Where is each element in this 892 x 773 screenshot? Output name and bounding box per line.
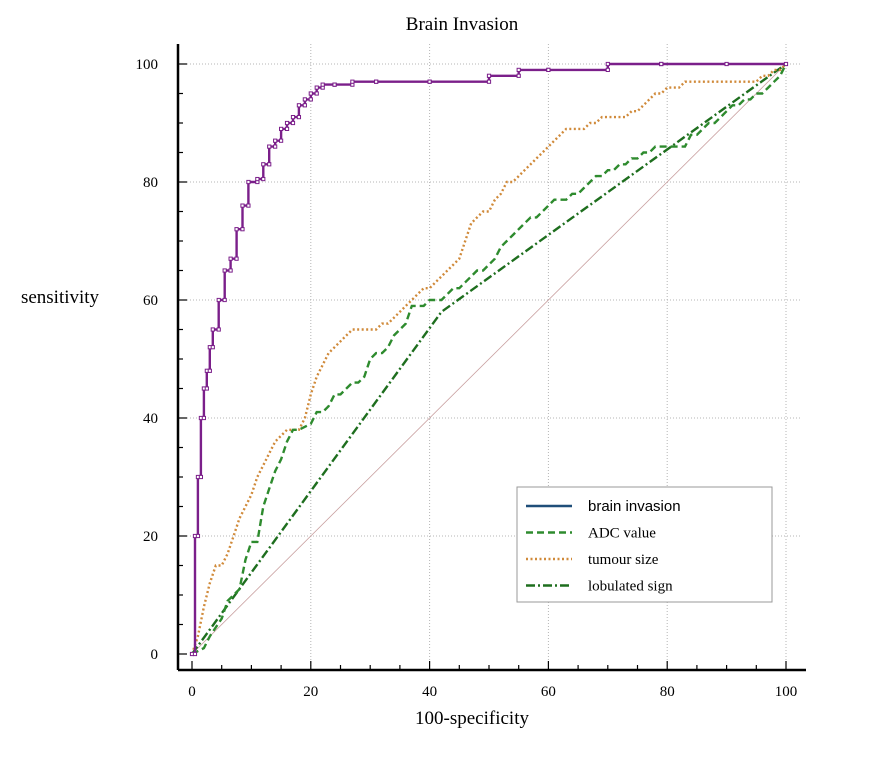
series-point-brain-invasion — [195, 533, 201, 539]
series-point-brain-invasion — [261, 176, 266, 182]
series-point-brain-invasion — [267, 144, 272, 149]
series-point-brain-invasion — [210, 327, 215, 332]
series-point-brain-invasion — [296, 115, 302, 120]
series-point-brain-invasion — [724, 61, 729, 67]
series-point-brain-invasion — [279, 138, 284, 143]
series-point-brain-invasion — [198, 474, 204, 480]
series-point-brain-invasion — [350, 79, 355, 84]
series-line-lobulated-sign — [191, 63, 787, 655]
series-point-brain-invasion — [308, 97, 313, 102]
y-tick-label: 0 — [151, 647, 159, 663]
series-point-brain-invasion — [486, 79, 492, 84]
series-point-brain-invasion — [207, 368, 212, 373]
series-point-brain-invasion — [290, 120, 296, 126]
legend-label: ADC value — [588, 526, 656, 542]
series-point-brain-invasion — [308, 91, 313, 96]
legend: brain invasion ADC value tumour size lobula… — [516, 486, 773, 603]
series-point-brain-invasion — [290, 115, 296, 120]
series-point-brain-invasion — [279, 126, 284, 132]
series-line-reference — [191, 63, 787, 655]
series-point-brain-invasion — [659, 61, 664, 67]
y-axis-label: sensitivity — [21, 287, 100, 308]
y-tick-label: 100 — [136, 57, 159, 73]
legend-label: tumour size — [588, 552, 659, 568]
series-layer — [189, 61, 789, 657]
series-line-tumour-size — [190, 63, 787, 655]
y-tick-label: 20 — [143, 529, 158, 545]
series-point-brain-invasion — [516, 67, 521, 73]
series-point-brain-invasion — [273, 138, 278, 143]
series-point-brain-invasion — [204, 386, 209, 391]
series-point-brain-invasion — [320, 82, 325, 87]
series-line-ADC-value — [191, 63, 788, 656]
series-point-brain-invasion — [302, 97, 307, 102]
series-point-brain-invasion — [210, 345, 215, 350]
series-point-brain-invasion — [296, 103, 302, 108]
y-tick-label: 80 — [143, 175, 158, 191]
series-point-brain-invasion — [516, 73, 521, 78]
series-point-brain-invasion — [216, 297, 221, 303]
series-point-brain-invasion — [374, 79, 379, 84]
x-tick-label: 80 — [660, 684, 675, 700]
series-point-brain-invasion — [284, 126, 290, 132]
series-point-brain-invasion — [240, 203, 245, 208]
y-tick-label: 40 — [143, 411, 158, 427]
series-point-brain-invasion — [234, 227, 239, 232]
series-point-brain-invasion — [302, 103, 307, 108]
series-point-brain-invasion — [546, 67, 551, 73]
series-point-brain-invasion — [314, 85, 319, 90]
x-tick-label: 60 — [541, 684, 556, 700]
series-point-brain-invasion — [255, 176, 260, 182]
series-point-brain-invasion — [234, 256, 239, 261]
x-tick-label: 0 — [188, 684, 196, 700]
series-point-brain-invasion — [222, 297, 227, 303]
legend-label: brain invasion — [588, 498, 681, 515]
series-point-brain-invasion — [246, 203, 251, 208]
series-point-brain-invasion — [192, 651, 198, 657]
legend-label: lobulated sign — [588, 579, 673, 595]
series-point-brain-invasion — [427, 79, 432, 84]
series-point-brain-invasion — [314, 91, 319, 96]
series-point-brain-invasion — [201, 415, 206, 421]
x-tick-label: 20 — [303, 684, 318, 700]
series-point-brain-invasion — [228, 268, 233, 273]
series-point-brain-invasion — [261, 162, 266, 167]
x-tick-label: 40 — [422, 684, 437, 700]
series-point-brain-invasion — [216, 327, 221, 332]
y-tick-label: 60 — [143, 293, 158, 309]
series-point-brain-invasion — [228, 256, 233, 261]
series-point-brain-invasion — [486, 73, 492, 78]
ticks: 0 20 40 60 80 100 0 20 40 60 80 100 — [136, 57, 798, 700]
series-point-brain-invasion — [267, 162, 272, 167]
x-tick-label: 100 — [775, 684, 798, 700]
series-point-brain-invasion — [240, 227, 245, 232]
x-axis-label: 100-specificity — [415, 708, 529, 729]
series-point-brain-invasion — [222, 268, 227, 273]
series-point-brain-invasion — [246, 179, 251, 185]
series-point-brain-invasion — [273, 144, 278, 149]
chart-title: Brain Invasion — [406, 14, 519, 35]
series-point-brain-invasion — [332, 82, 337, 87]
series-point-brain-invasion — [605, 67, 610, 73]
series-point-brain-invasion — [783, 61, 789, 67]
series-point-brain-invasion — [605, 61, 610, 67]
series-point-brain-invasion — [284, 120, 290, 126]
